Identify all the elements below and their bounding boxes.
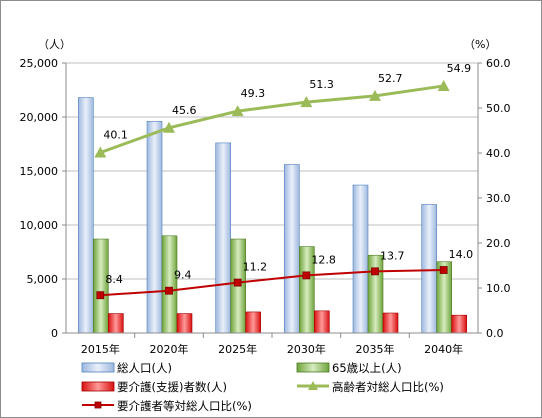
legend-swatch-total-population [81,362,115,373]
x-tick-label: 2035年 [356,342,395,356]
data-label: 13.7 [380,249,405,262]
data-label: 54.9 [447,62,472,75]
bar-total-population [352,184,369,334]
gridlines [66,62,478,280]
square-marker [371,267,379,276]
right-tick-label: 10.0 [486,282,511,295]
bar-care-recipients [245,311,261,334]
legend-label-care-ratio: 要介護者等対総人口比(%) [117,399,252,413]
square-marker [165,286,173,295]
data-label: 11.2 [243,261,268,274]
bar-total-population [284,164,300,334]
right-axis-unit: （%） [464,38,496,51]
triangle-marker [231,105,244,117]
data-label: 52.7 [378,72,403,85]
bar-care-recipients [108,313,124,334]
data-label: 49.3 [241,87,266,100]
right-tick-label: 50.0 [486,102,511,115]
legend-square-marker-icon [94,401,102,409]
data-label: 40.1 [103,129,128,142]
right-tick-label: 0.0 [486,327,504,340]
legend-swatch-care-recipients [81,381,115,392]
bar-total-population [146,121,163,334]
tick-labels: 0 5,000 10,000 15,000 20,000 25,000 0.0 10.0 20.… [20,57,511,356]
triangle-marker [94,146,107,158]
legend-label-65-and-over: 65歳以上(人) [332,361,402,375]
legend-triangle-marker-icon [308,381,318,390]
x-tick-label: 2030年 [287,342,326,356]
bar-total-population [421,204,437,334]
triangle-marker [437,79,450,91]
left-tick-label: 20,000 [20,111,59,124]
x-tick-label: 2020年 [150,342,189,356]
line-care-ratio [100,269,444,297]
left-tick-label: 25,000 [20,57,59,70]
bar-care-recipients [314,310,330,334]
legend-swatch-65-and-over [296,362,330,373]
left-tick-label: 15,000 [20,165,59,178]
legend-label-elderly-ratio: 高齢者対総人口比(%) [332,380,444,394]
data-label: 14.0 [449,248,474,261]
bars [78,97,467,334]
data-label: 45.6 [172,104,197,117]
left-tick-label: 0 [51,327,58,340]
triangle-marker [300,96,313,108]
x-tick-label: 2040年 [424,342,463,356]
line-series [94,79,450,300]
data-labels: 40.1 45.6 49.3 51.3 52.7 54.9 8.4 9.4 11.2 12.8 13… [103,62,473,286]
bar-care-recipients [382,312,399,334]
square-marker [302,271,311,280]
legend: 総人口(人) 65歳以上(人) 要介護(支援)者数(人) 高齢者対総人口比(%)… [81,361,444,413]
right-tick-label: 30.0 [486,192,511,205]
bar-65-and-over [367,254,384,334]
legend-item-65-and-over: 65歳以上(人) [296,361,402,375]
bar-care-recipients [451,314,467,334]
x-tick-label: 2015年 [81,342,120,356]
square-marker [439,266,448,274]
legend-label-care-recipients: 要介護(支援)者数(人) [117,380,227,394]
data-label: 8.4 [105,273,123,286]
left-axis-unit: （人） [38,38,71,51]
left-tick-label: 10,000 [20,219,59,232]
legend-item-elderly-ratio: 高齢者対総人口比(%) [297,380,444,394]
left-tick-label: 5,000 [27,273,59,286]
legend-item-total-population: 総人口(人) [81,361,172,375]
right-tick-label: 60.0 [486,57,511,70]
bar-65-and-over [161,235,178,334]
square-marker [233,278,242,287]
data-label: 51.3 [309,78,334,91]
data-label: 9.4 [174,269,192,282]
right-tick-label: 40.0 [486,147,511,160]
bar-total-population [215,142,231,334]
legend-item-care-ratio: 要介護者等対総人口比(%) [82,399,252,413]
legend-item-care-recipients: 要介護(支援)者数(人) [81,380,227,394]
legend-label-total-population: 総人口(人) [117,361,172,375]
line-elderly-ratio [99,84,444,154]
triangle-marker [163,121,175,133]
triangle-marker [369,89,381,101]
bar-total-population [78,97,94,334]
square-marker [96,291,105,300]
right-tick-label: 20.0 [486,237,511,250]
data-label: 12.8 [311,253,336,266]
bar-care-recipients [176,313,193,334]
x-tick-label: 2025年 [218,342,257,356]
